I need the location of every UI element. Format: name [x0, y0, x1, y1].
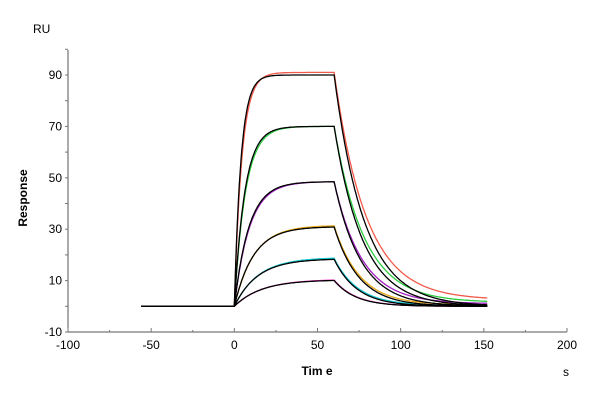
fit-curve-5 — [141, 258, 488, 307]
x-tick-label: -50 — [142, 338, 160, 352]
y-tick-label: -10 — [45, 325, 63, 339]
axes: -10 10 30 50 70 90 -100 -50 0 50 100 150 200 — [45, 48, 577, 352]
measured-curve-4 — [141, 225, 488, 307]
fit-curve-4 — [141, 226, 488, 307]
y-unit-label: RU — [33, 22, 50, 36]
x-axis-title: Tim e — [301, 364, 332, 378]
measured-curve-3 — [141, 181, 488, 307]
measured-curve-5 — [141, 257, 488, 307]
fit-curve-1 — [141, 74, 488, 307]
x-tick-label: -100 — [56, 338, 80, 352]
y-axis-title: Response — [16, 169, 30, 227]
x-tick-label: 200 — [557, 338, 577, 352]
y-tick-label: 10 — [49, 274, 63, 288]
fit-curve-3 — [141, 181, 488, 307]
fit-curve-2 — [141, 125, 488, 307]
y-tick-label: 30 — [49, 222, 63, 236]
y-tick-label: 50 — [49, 171, 63, 185]
x-tick-label: 0 — [231, 338, 238, 352]
x-unit-label: s — [563, 365, 569, 379]
x-tick-label: 150 — [474, 338, 494, 352]
measured-curve-6 — [141, 279, 488, 307]
y-tick-label: 90 — [49, 68, 63, 82]
x-tick-label: 100 — [391, 338, 411, 352]
plot-area — [141, 71, 488, 307]
x-tick-label: 50 — [311, 338, 325, 352]
measured-curve-1 — [141, 71, 488, 307]
fit-curve-6 — [141, 279, 488, 307]
measured-curve-2 — [141, 125, 488, 307]
y-tick-label: 70 — [49, 119, 63, 133]
